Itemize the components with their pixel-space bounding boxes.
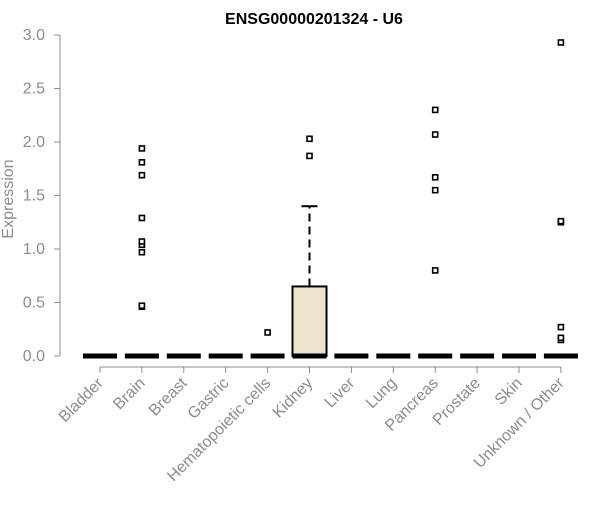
x-tick-label: Brain: [110, 375, 148, 413]
outlier-point: [138, 302, 146, 310]
box: [291, 285, 328, 358]
y-tick-label: 2.5: [23, 81, 45, 98]
outlier-point: [431, 267, 439, 274]
outlier-point: [431, 174, 439, 181]
x-tick-label: Liver: [322, 374, 359, 411]
outlier-point: [306, 152, 313, 160]
outlier-point: [138, 171, 146, 179]
x-tick-label: Skin: [492, 375, 526, 409]
box-group: [418, 106, 453, 359]
outlier-point: [557, 323, 565, 331]
outlier-point: [431, 131, 439, 138]
y-tick-label: 0.0: [23, 348, 45, 365]
outlier-point: [431, 186, 439, 194]
x-tick-label: Kidney: [270, 375, 317, 422]
outlier-point: [138, 159, 146, 166]
chart-title: ENSG00000201324 - U6: [225, 11, 403, 28]
box-group: [250, 329, 285, 359]
y-axis-label: Expression: [0, 159, 17, 238]
box-group: [543, 39, 578, 359]
outlier-point: [431, 106, 439, 114]
y-tick-label: 0.5: [23, 295, 45, 312]
x-tick-label: Breast: [146, 374, 191, 419]
y-tick-label: 2.0: [23, 134, 45, 151]
x-tick-label: Lung: [363, 375, 400, 412]
outlier-point: [264, 329, 271, 336]
outlier-point: [557, 39, 565, 46]
x-tick-label: Bladder: [56, 374, 107, 425]
y-tick-label: 1.0: [23, 241, 45, 258]
outlier-point: [557, 334, 565, 342]
outlier-point: [138, 145, 146, 152]
outlier-point: [138, 238, 146, 245]
outlier-point: [306, 135, 313, 143]
outlier-point: [138, 248, 146, 256]
outlier-point: [138, 214, 146, 222]
y-tick-label: 3.0: [23, 27, 45, 44]
y-tick-label: 1.5: [23, 188, 45, 205]
box-group: [291, 135, 328, 359]
outlier-point: [557, 217, 565, 225]
y-axis: 0.0 0.5 1.0 1.5 2.0 2.5 3.0: [23, 27, 61, 365]
plot-area: [83, 39, 578, 359]
box-group: [124, 145, 159, 359]
